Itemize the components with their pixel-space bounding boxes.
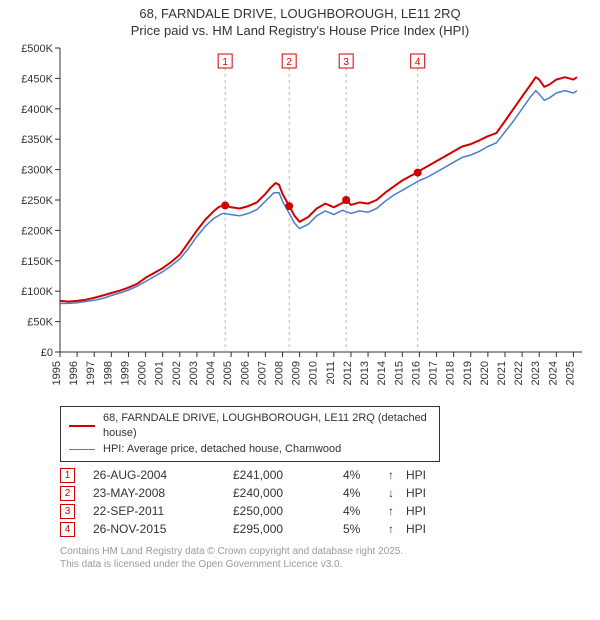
x-tick-label: 2020 bbox=[479, 361, 491, 385]
x-tick-label: 2006 bbox=[239, 361, 251, 385]
sale-marker-dot bbox=[342, 196, 350, 204]
series-line bbox=[60, 90, 577, 303]
arrow-up-icon: ↑ bbox=[388, 522, 406, 536]
y-tick-label: £150K bbox=[21, 256, 53, 268]
y-tick-label: £200K bbox=[21, 225, 53, 237]
series-line bbox=[60, 77, 577, 301]
x-tick-label: 2010 bbox=[308, 361, 320, 385]
x-tick-label: 2007 bbox=[256, 361, 268, 385]
y-tick-label: £100K bbox=[21, 286, 53, 298]
y-tick-label: £450K bbox=[21, 73, 53, 85]
sale-number-box: 4 bbox=[60, 522, 75, 537]
x-tick-label: 2001 bbox=[154, 361, 166, 385]
sale-date: 26-NOV-2015 bbox=[93, 522, 233, 536]
x-tick-label: 2014 bbox=[376, 361, 388, 385]
chart-title-line2: Price paid vs. HM Land Registry's House … bbox=[10, 23, 590, 40]
x-tick-label: 2012 bbox=[342, 361, 354, 385]
sale-marker-number: 2 bbox=[286, 57, 292, 68]
x-tick-label: 2013 bbox=[359, 361, 371, 385]
sale-pct: 4% bbox=[343, 486, 388, 500]
arrow-up-icon: ↑ bbox=[388, 504, 406, 518]
legend-row: HPI: Average price, detached house, Char… bbox=[69, 442, 431, 457]
sale-price: £295,000 bbox=[233, 522, 343, 536]
x-tick-label: 2023 bbox=[530, 361, 542, 385]
sale-pct: 4% bbox=[343, 468, 388, 482]
legend-swatch bbox=[69, 425, 95, 427]
x-tick-label: 2009 bbox=[291, 361, 303, 385]
sale-hpi-label: HPI bbox=[406, 504, 446, 518]
sale-row: 3 22-SEP-2011£250,0004%↑HPI bbox=[60, 504, 590, 519]
y-tick-label: £400K bbox=[21, 104, 53, 116]
x-tick-label: 2005 bbox=[222, 361, 234, 385]
x-tick-label: 2025 bbox=[564, 361, 576, 385]
chart-title-line1: 68, FARNDALE DRIVE, LOUGHBOROUGH, LE11 2… bbox=[10, 6, 590, 23]
x-tick-label: 2002 bbox=[171, 361, 183, 385]
x-tick-label: 1997 bbox=[85, 361, 97, 385]
sale-date: 26-AUG-2004 bbox=[93, 468, 233, 482]
x-tick-label: 1996 bbox=[68, 361, 80, 385]
x-tick-label: 2024 bbox=[547, 361, 559, 385]
x-tick-label: 2008 bbox=[273, 361, 285, 385]
sale-hpi-label: HPI bbox=[406, 468, 446, 482]
x-tick-label: 1995 bbox=[51, 361, 63, 385]
arrow-down-icon: ↓ bbox=[388, 486, 406, 500]
sale-marker-dot bbox=[285, 202, 293, 210]
x-tick-label: 2004 bbox=[205, 361, 217, 385]
sale-number-box: 1 bbox=[60, 468, 75, 483]
sale-number-box: 3 bbox=[60, 504, 75, 519]
y-tick-label: £350K bbox=[21, 134, 53, 146]
x-tick-label: 2022 bbox=[513, 361, 525, 385]
x-tick-label: 1999 bbox=[119, 361, 131, 385]
sales-table: 126-AUG-2004£241,0004%↑HPI223-MAY-2008£2… bbox=[60, 468, 590, 537]
arrow-up-icon: ↑ bbox=[388, 468, 406, 482]
sale-price: £241,000 bbox=[233, 468, 343, 482]
sale-marker-dot bbox=[414, 168, 422, 176]
sale-pct: 5% bbox=[343, 522, 388, 536]
sale-number-box: 2 bbox=[60, 486, 75, 501]
footnote-line2: This data is licensed under the Open Gov… bbox=[60, 558, 590, 571]
x-tick-label: 2011 bbox=[325, 361, 337, 385]
y-tick-label: £300K bbox=[21, 164, 53, 176]
legend-label: 68, FARNDALE DRIVE, LOUGHBOROUGH, LE11 2… bbox=[103, 411, 431, 442]
y-tick-label: £0 bbox=[41, 347, 53, 359]
x-tick-label: 2003 bbox=[188, 361, 200, 385]
sale-price: £240,000 bbox=[233, 486, 343, 500]
sale-hpi-label: HPI bbox=[406, 522, 446, 536]
sale-marker-number: 4 bbox=[415, 57, 421, 68]
x-tick-label: 2017 bbox=[428, 361, 440, 385]
legend-swatch bbox=[69, 449, 95, 451]
x-tick-label: 1998 bbox=[102, 361, 114, 385]
sale-marker-number: 3 bbox=[343, 57, 349, 68]
sale-pct: 4% bbox=[343, 504, 388, 518]
sale-date: 22-SEP-2011 bbox=[93, 504, 233, 518]
sale-price: £250,000 bbox=[233, 504, 343, 518]
x-tick-label: 2018 bbox=[445, 361, 457, 385]
y-tick-label: £50K bbox=[27, 316, 53, 328]
legend-row: 68, FARNDALE DRIVE, LOUGHBOROUGH, LE11 2… bbox=[69, 411, 431, 442]
legend-label: HPI: Average price, detached house, Char… bbox=[103, 442, 341, 457]
sale-date: 23-MAY-2008 bbox=[93, 486, 233, 500]
x-tick-label: 2016 bbox=[410, 361, 422, 385]
x-tick-label: 2019 bbox=[462, 361, 474, 385]
y-tick-label: £500K bbox=[21, 43, 53, 55]
sale-marker-dot bbox=[221, 201, 229, 209]
y-tick-label: £250K bbox=[21, 195, 53, 207]
sale-row: 1 26-AUG-2004£241,0004%↑HPI bbox=[60, 468, 590, 483]
sale-marker-number: 1 bbox=[222, 57, 228, 68]
x-tick-label: 2021 bbox=[496, 361, 508, 385]
footnote: Contains HM Land Registry data © Crown c… bbox=[60, 545, 590, 571]
x-tick-label: 2000 bbox=[137, 361, 149, 385]
sale-hpi-label: HPI bbox=[406, 486, 446, 500]
chart-title: 68, FARNDALE DRIVE, LOUGHBOROUGH, LE11 2… bbox=[10, 6, 590, 40]
x-tick-label: 2015 bbox=[393, 361, 405, 385]
footnote-line1: Contains HM Land Registry data © Crown c… bbox=[60, 545, 590, 558]
sale-row: 4 26-NOV-2015£295,0005%↑HPI bbox=[60, 522, 590, 537]
legend: 68, FARNDALE DRIVE, LOUGHBOROUGH, LE11 2… bbox=[60, 406, 440, 462]
price-chart: £0 £50K £100K £150K £200K £250K £300K £350K £400… bbox=[10, 40, 590, 400]
sale-row: 2 23-MAY-2008£240,0004%↓HPI bbox=[60, 486, 590, 501]
